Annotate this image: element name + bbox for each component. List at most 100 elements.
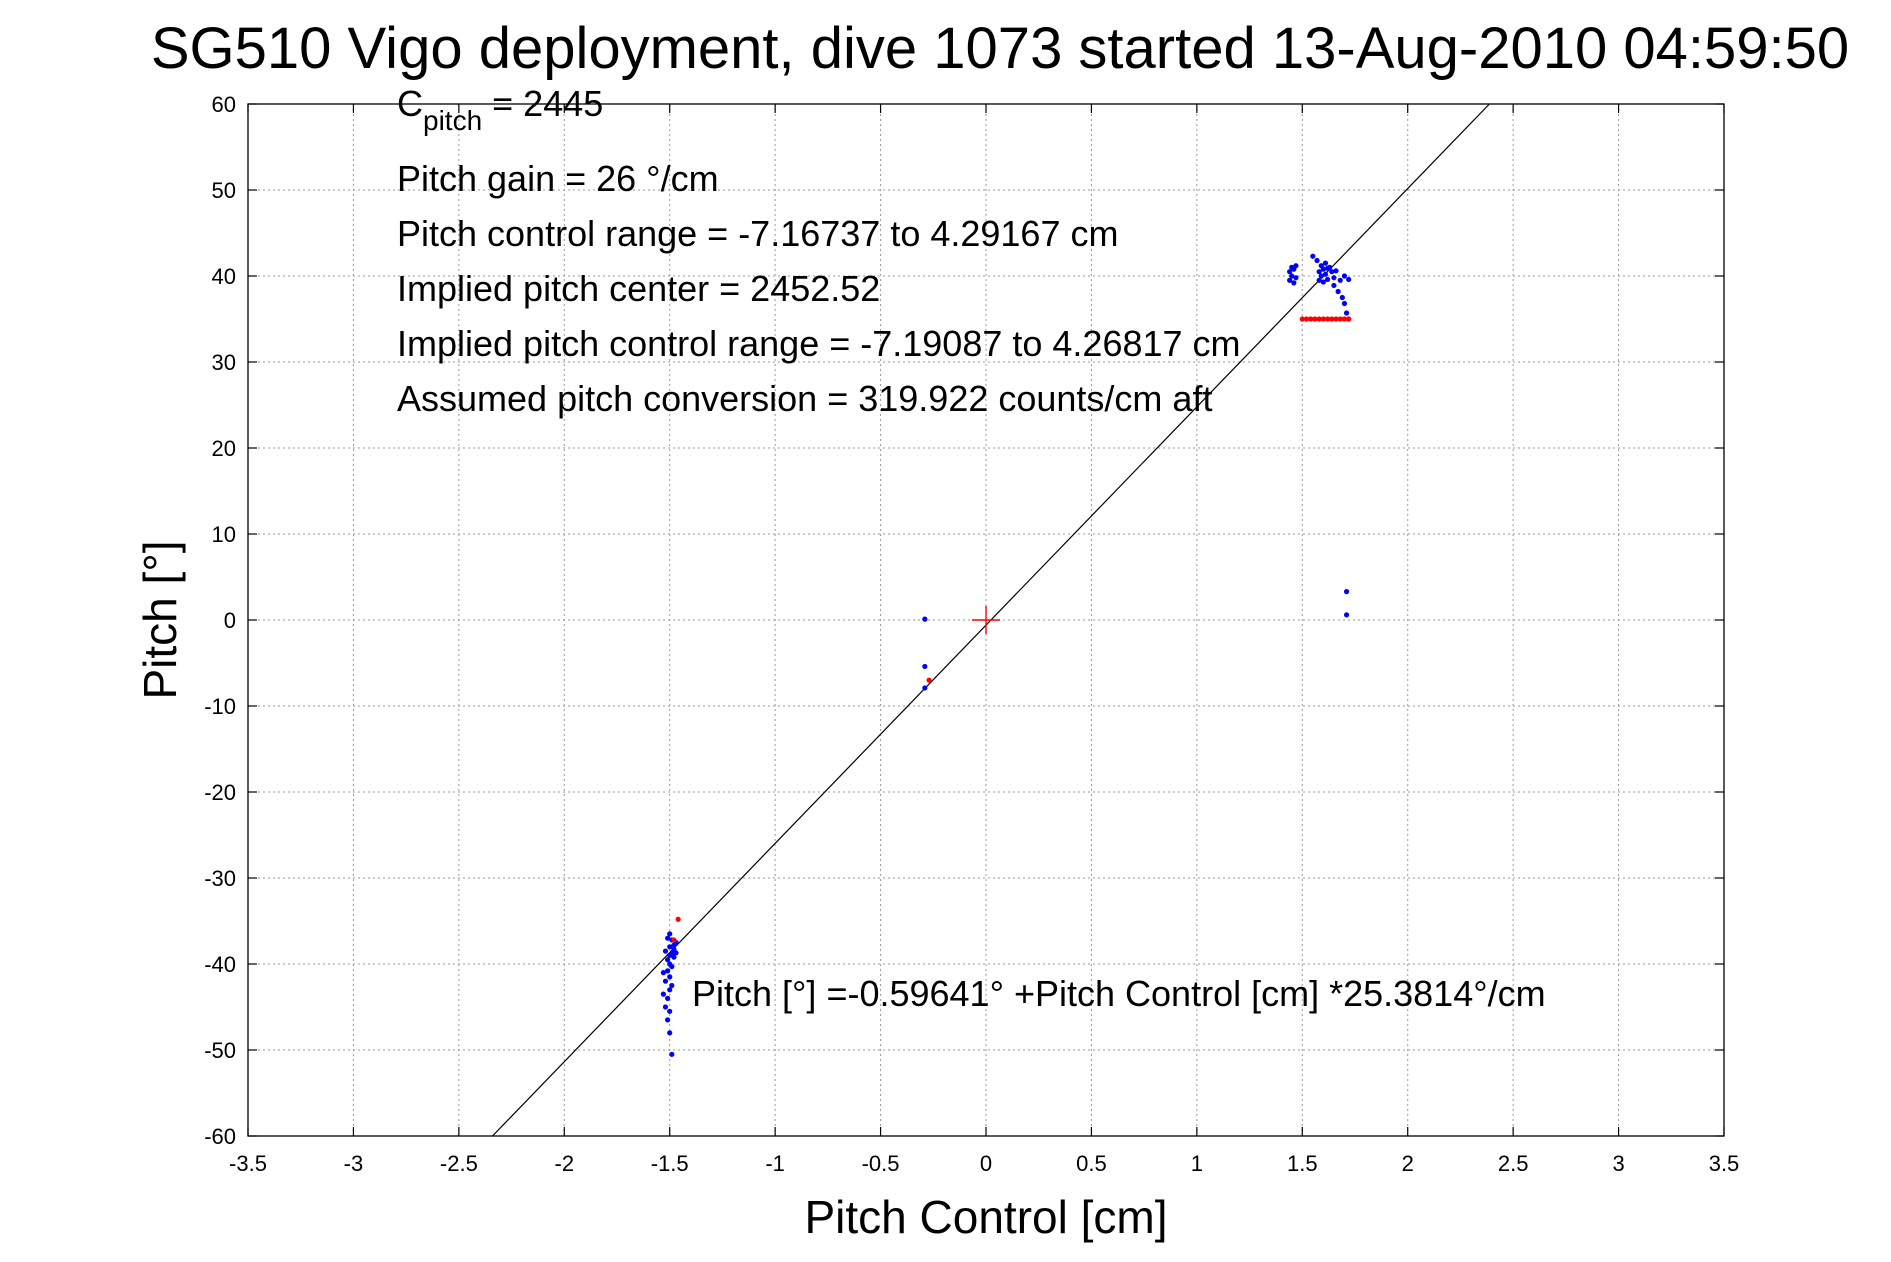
y-tick-label: -40 — [204, 952, 236, 977]
data-point — [922, 663, 928, 670]
data-point — [660, 991, 666, 997]
data-point — [671, 954, 677, 960]
data-point — [1308, 316, 1314, 322]
data-point — [662, 948, 669, 954]
x-axis-label: Pitch Control [cm] — [805, 1191, 1168, 1243]
data-point — [1299, 316, 1305, 322]
data-point — [1331, 282, 1337, 289]
annotation-fit-equation: Pitch [°] =-0.59641° +Pitch Control [cm]… — [692, 973, 1546, 1014]
data-point — [1287, 277, 1293, 283]
y-tick-label: -20 — [204, 780, 236, 805]
y-axis-label: Pitch [°] — [134, 540, 186, 699]
y-tick-label: 50 — [212, 178, 236, 203]
data-point — [1320, 316, 1326, 322]
annotation-implied-center: Implied pitch center = 2452.52 — [397, 268, 880, 309]
data-point — [669, 1051, 675, 1057]
chart-title: SG510 Vigo deployment, dive 1073 started… — [151, 16, 1849, 81]
data-point — [665, 957, 671, 963]
data-point — [1337, 316, 1343, 322]
x-tick-label: 2.5 — [1498, 1151, 1529, 1176]
y-tick-label: 30 — [212, 350, 236, 375]
x-tick-label: 0 — [980, 1151, 992, 1176]
data-point — [1316, 269, 1322, 275]
y-tick-label: -50 — [204, 1038, 236, 1063]
y-tick-label: 10 — [212, 522, 236, 547]
data-point — [1346, 276, 1352, 283]
x-tick-label: 2 — [1402, 1151, 1414, 1176]
data-point — [667, 944, 673, 950]
data-point — [1341, 300, 1348, 307]
data-point — [926, 677, 932, 683]
axis-ticks — [247, 103, 1725, 1137]
data-point — [1320, 266, 1326, 272]
data-point — [1322, 271, 1329, 277]
data-point — [671, 937, 677, 943]
x-tick-labels: -3.5 -3 -2.5 -2 -1.5 -1 -0.5 0 0.5 1 1.5 2 2.5 3 3.5 — [229, 1151, 1739, 1176]
data-point — [667, 987, 673, 993]
data-point — [665, 995, 671, 1002]
annotation-block: Cpitch = 2445 Pitch gain = 26 °/cm Pitch… — [397, 83, 1241, 419]
data-point — [669, 963, 675, 970]
data-point — [1329, 316, 1335, 322]
x-tick-label: -1 — [765, 1151, 785, 1176]
data-point — [669, 982, 675, 989]
data-point — [1329, 269, 1335, 275]
y-tick-label: 60 — [212, 92, 236, 117]
data-point — [1312, 316, 1318, 322]
data-point — [1291, 280, 1297, 286]
data-point — [1287, 269, 1293, 275]
data-point — [667, 931, 673, 937]
x-tick-label: -2 — [555, 1151, 575, 1176]
data-point — [675, 916, 681, 922]
data-point — [662, 978, 669, 984]
data-point — [1333, 268, 1339, 274]
data-point — [1318, 273, 1324, 279]
annotation-c-pitch-value: = 2445 — [482, 83, 603, 124]
y-tick-labels: 60 50 40 30 20 10 0 -10 -20 -30 -40 -50 -60 — [204, 92, 236, 1149]
y-tick-label: 40 — [212, 264, 236, 289]
y-tick-label: -30 — [204, 866, 236, 891]
annotation-control-range: Pitch control range = -7.16737 to 4.2916… — [397, 213, 1118, 254]
annotation-c-pitch-main: C — [397, 83, 423, 124]
data-point — [665, 1017, 671, 1023]
data-point — [665, 968, 671, 974]
data-point — [1310, 253, 1316, 259]
x-tick-label: 1.5 — [1287, 1151, 1318, 1176]
data-point — [667, 1030, 673, 1036]
x-tick-label: -3.5 — [229, 1151, 267, 1176]
annotation-implied-range: Implied pitch control range = -7.19087 t… — [397, 323, 1241, 364]
data-point — [1339, 294, 1345, 301]
data-points — [660, 253, 1352, 1057]
data-point — [1289, 273, 1295, 279]
x-tick-label: -0.5 — [862, 1151, 900, 1176]
x-tick-label: -2.5 — [440, 1151, 478, 1176]
data-point — [665, 935, 671, 941]
data-point — [1341, 316, 1348, 322]
data-point — [1324, 316, 1331, 322]
annotation-conversion: Assumed pitch conversion = 319.922 count… — [397, 378, 1212, 419]
data-point — [1314, 257, 1320, 264]
data-point — [1341, 273, 1348, 279]
data-point — [1327, 264, 1333, 270]
annotation-c-pitch: Cpitch = 2445 — [397, 83, 603, 136]
data-point — [1320, 279, 1326, 285]
x-tick-label: 3.5 — [1709, 1151, 1740, 1176]
x-tick-label: 3 — [1612, 1151, 1624, 1176]
series-1 — [671, 316, 1352, 943]
data-point — [1324, 276, 1331, 283]
y-tick-label: 0 — [224, 608, 236, 633]
x-tick-label: -1.5 — [651, 1151, 689, 1176]
origin-marker-group — [972, 606, 1000, 634]
data-point — [1335, 288, 1341, 295]
x-tick-label: 1 — [1191, 1151, 1203, 1176]
data-point — [1322, 260, 1329, 266]
data-point — [1303, 316, 1310, 322]
data-point — [1333, 316, 1339, 322]
data-point — [1331, 275, 1337, 281]
x-tick-label: -3 — [344, 1151, 364, 1176]
data-point — [667, 1008, 673, 1014]
data-point — [922, 685, 928, 691]
data-point — [922, 616, 928, 622]
data-point — [662, 1004, 669, 1010]
